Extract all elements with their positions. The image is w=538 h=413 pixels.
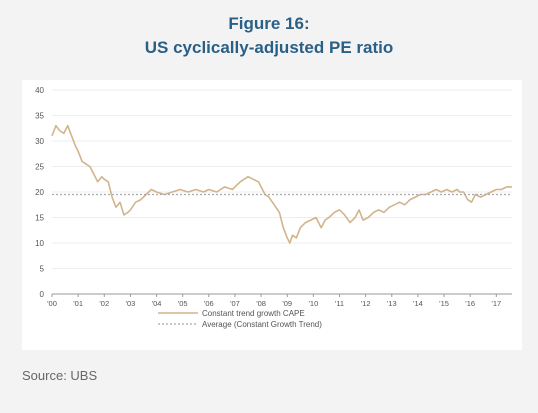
x-tick-label: '15 <box>439 299 449 308</box>
x-tick-label: '12 <box>361 299 371 308</box>
y-tick-label: 15 <box>35 214 44 223</box>
y-tick-label: 10 <box>35 239 44 248</box>
x-tick-label: '10 <box>308 299 318 308</box>
legend-label: Average (Constant Growth Trend) <box>202 320 322 329</box>
y-tick-label: 40 <box>35 86 44 95</box>
x-tick-label: '13 <box>387 299 397 308</box>
y-tick-label: 25 <box>35 163 44 172</box>
y-tick-label: 35 <box>35 112 44 121</box>
x-tick-label: '00 <box>47 299 57 308</box>
x-tick-label: '14 <box>413 299 423 308</box>
x-tick-label: '09 <box>282 299 292 308</box>
x-tick-label: '07 <box>230 299 240 308</box>
source-note: Source: UBS <box>22 368 98 383</box>
x-tick-label: '16 <box>465 299 475 308</box>
cape-line-chart: 0 5 10 15 20 25 30 35 40 '00 '01 '02 '03 '04 '05 '06 '07… <box>35 86 512 329</box>
x-tick-label: '08 <box>256 299 266 308</box>
y-tick-label: 5 <box>40 265 45 274</box>
x-tick-label: '05 <box>178 299 188 308</box>
x-tick-label: '11 <box>335 299 344 308</box>
x-tick-label: '06 <box>204 299 214 308</box>
chart-title: US cyclically-adjusted PE ratio <box>144 38 394 57</box>
figure-number: Figure 16: <box>228 14 310 33</box>
chart-panel: 0 5 10 15 20 25 30 35 40 '00 '01 '02 '03 '04 '05 '06 '07… <box>22 80 522 350</box>
x-tick-label: '04 <box>152 299 162 308</box>
x-tick-label: '03 <box>126 299 136 308</box>
y-tick-label: 0 <box>40 290 45 299</box>
legend-label: Constant trend growth CAPE <box>202 309 305 318</box>
x-tick-label: '01 <box>73 299 83 308</box>
cape-series-line <box>51 124 512 244</box>
y-tick-label: 30 <box>35 137 44 146</box>
y-tick-label: 20 <box>35 188 44 197</box>
x-tick-label: '17 <box>491 299 501 308</box>
x-tick-label: '02 <box>99 299 109 308</box>
